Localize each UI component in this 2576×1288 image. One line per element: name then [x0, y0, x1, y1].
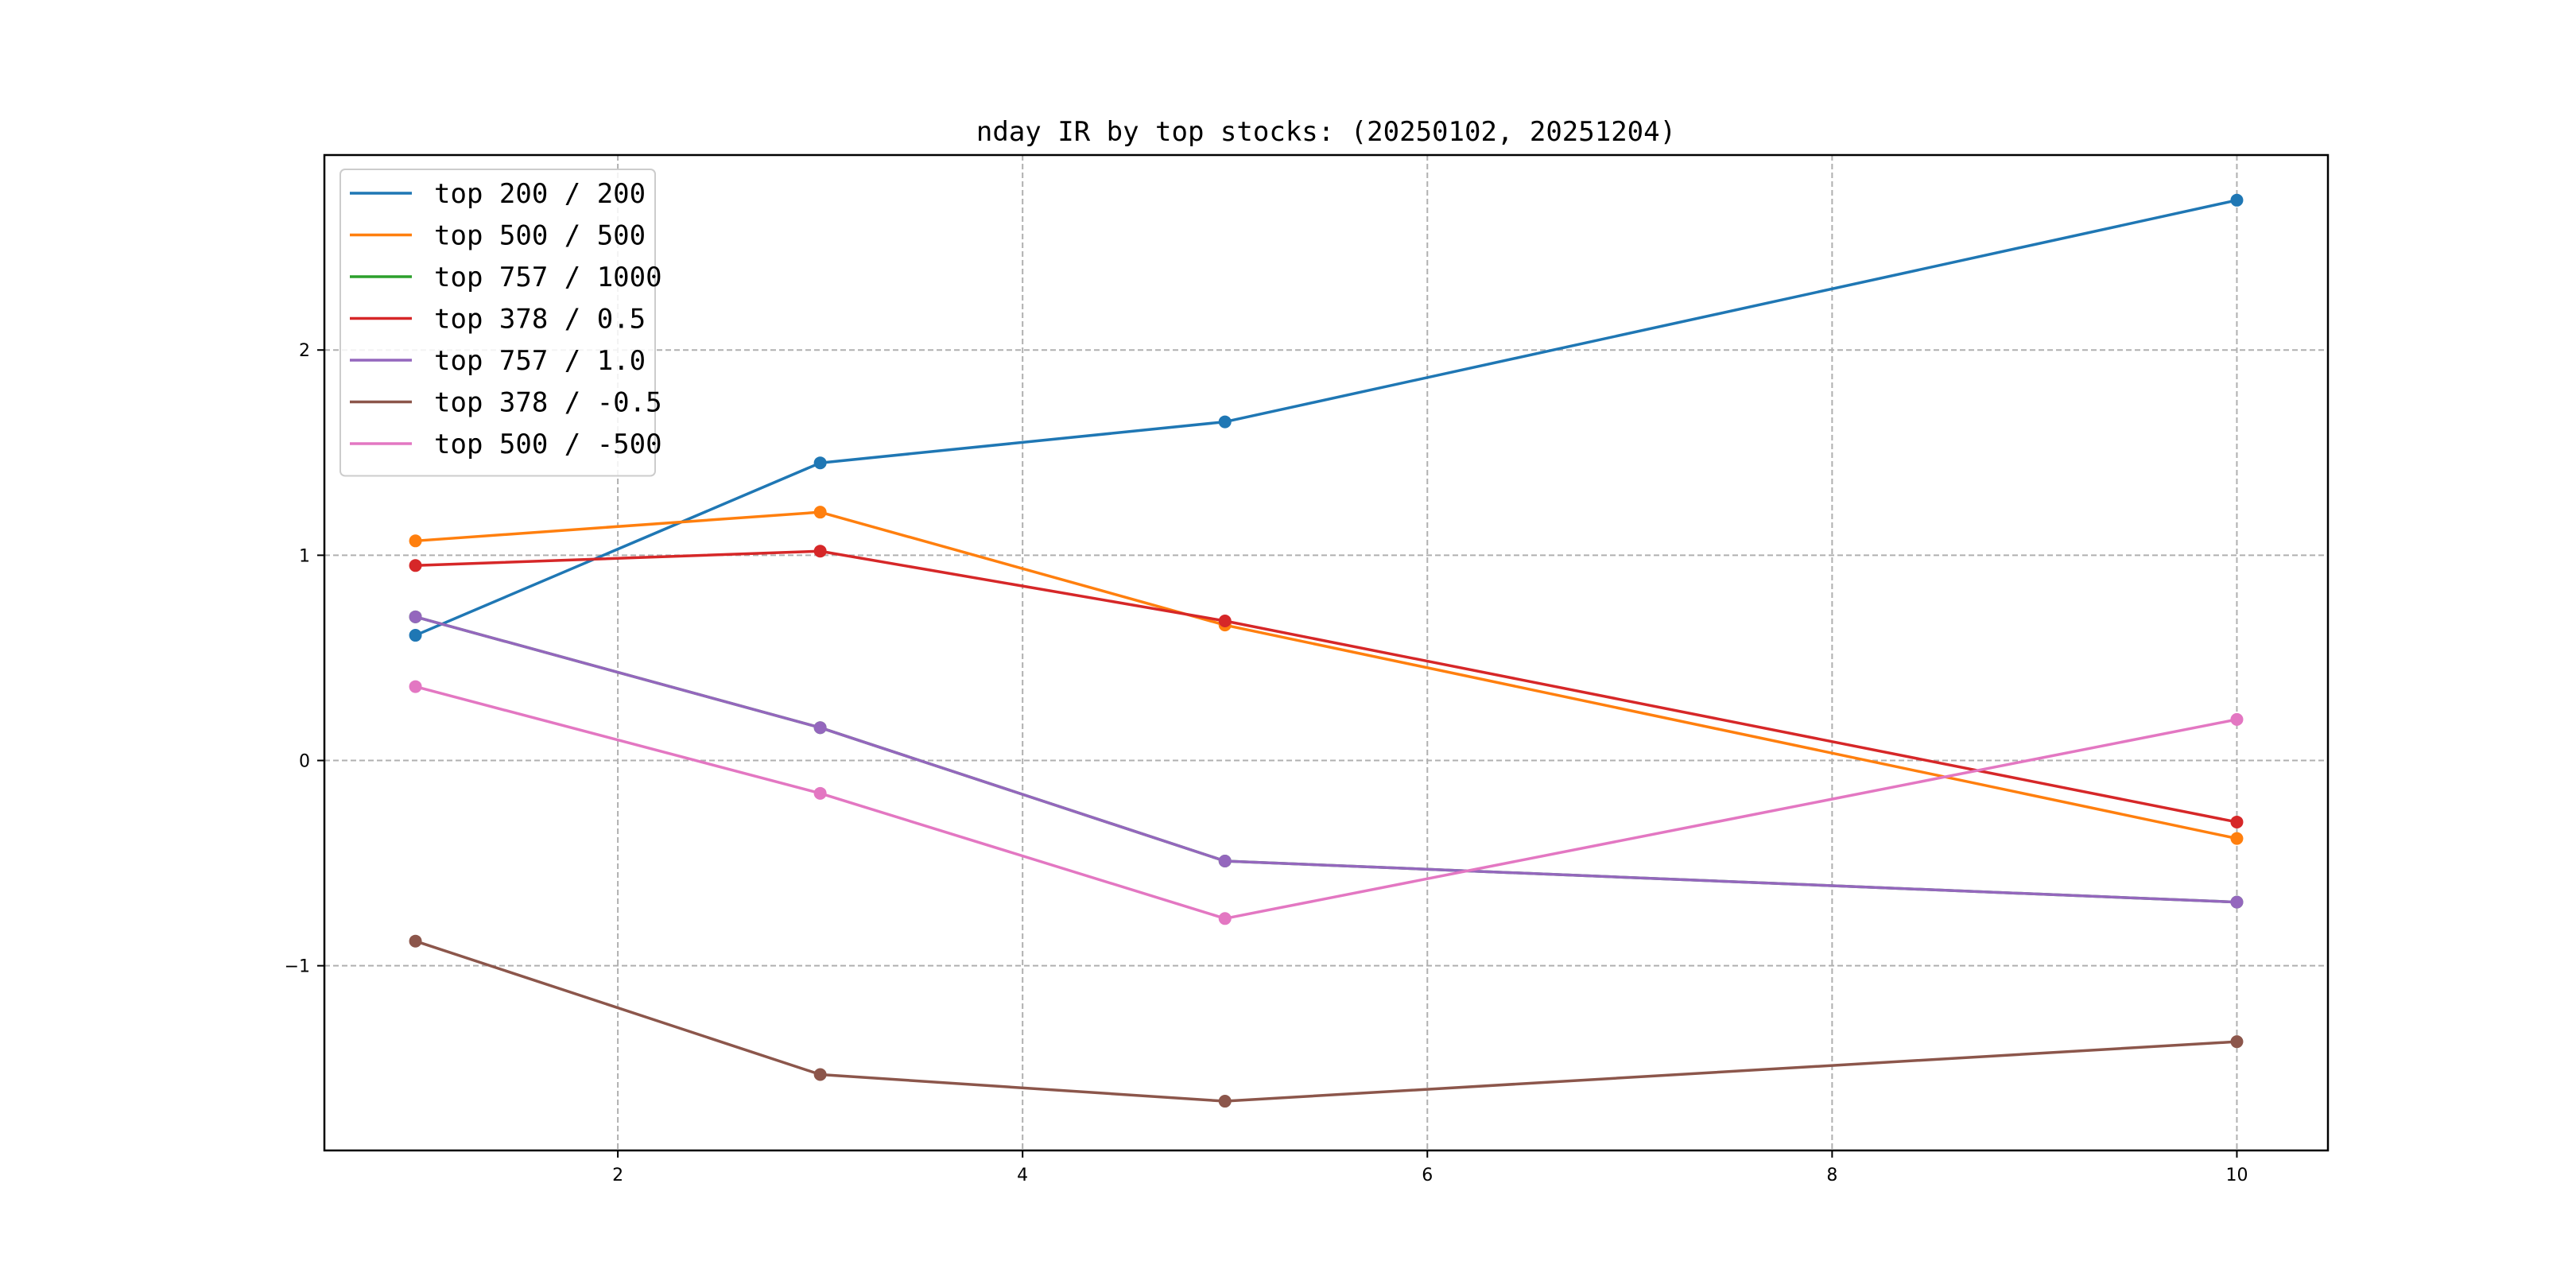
- data-point: [813, 506, 827, 519]
- data-point: [2230, 1035, 2244, 1049]
- data-point: [409, 934, 422, 948]
- y-tick-label: −1: [285, 957, 310, 977]
- legend-frame: [339, 169, 656, 477]
- data-point: [2230, 193, 2244, 207]
- y-tick-label: 1: [299, 546, 310, 566]
- data-point: [2230, 895, 2244, 909]
- data-point: [1218, 1095, 1232, 1108]
- series-6: [409, 934, 2244, 1108]
- data-point: [409, 559, 422, 572]
- legend-label: top 378 / -0.5: [434, 387, 662, 419]
- series-layer: [409, 193, 2244, 1108]
- chart-title: nday IR by top stocks: (20250102, 202512…: [976, 116, 1676, 148]
- x-tick-label: 10: [2225, 1166, 2248, 1185]
- x-tick-label: 2: [612, 1166, 623, 1185]
- legend-item: top 500 / -500: [350, 429, 662, 460]
- data-point: [1218, 415, 1232, 429]
- data-point: [813, 456, 827, 470]
- legend-label: top 757 / 1.0: [434, 345, 646, 377]
- series-3: [409, 610, 2244, 909]
- legend-item: top 378 / -0.5: [350, 387, 662, 419]
- legend-label: top 500 / -500: [434, 429, 662, 460]
- data-point: [409, 680, 422, 693]
- series-line: [414, 940, 2237, 1103]
- series-line: [415, 615, 2237, 904]
- data-point: [1218, 614, 1232, 627]
- legend-item: top 757 / 1000: [350, 262, 662, 293]
- data-point: [813, 786, 827, 800]
- series-7: [409, 680, 2244, 925]
- x-tick-label: 6: [1422, 1166, 1433, 1185]
- data-point: [2230, 712, 2244, 726]
- data-point: [2230, 832, 2244, 845]
- legend: top 200 / 200 top 500 / 500 top 757 / 1000…: [339, 169, 662, 477]
- legend-label: top 500 / 500: [434, 220, 646, 252]
- data-point: [409, 534, 422, 548]
- series-line: [415, 549, 2237, 824]
- data-point: [2230, 815, 2244, 828]
- legend-item: top 378 / 0.5: [350, 304, 646, 336]
- grid-layer: [324, 155, 2328, 1150]
- series-1: [409, 193, 2244, 642]
- ticks-layer: 2 4 6 8 10 −1 0 1 2: [285, 341, 2248, 1185]
- y-tick-label: 0: [299, 752, 310, 772]
- data-point: [813, 1068, 827, 1081]
- series-line: [415, 685, 2237, 921]
- series-line: [415, 510, 2237, 840]
- plot-frame: [323, 153, 2330, 1152]
- legend-item: top 200 / 200: [350, 178, 646, 210]
- y-tick-label: 2: [299, 341, 310, 361]
- legend-item: top 500 / 500: [350, 220, 646, 252]
- legend-item: top 757 / 1.0: [350, 345, 646, 377]
- series-5: [409, 610, 2244, 909]
- legend-label: top 200 / 200: [434, 178, 646, 210]
- data-point: [409, 629, 422, 642]
- x-tick-label: 4: [1017, 1166, 1028, 1185]
- data-point: [813, 545, 827, 558]
- x-tick-label: 8: [1826, 1166, 1837, 1185]
- series-4: [409, 545, 2244, 828]
- series-line: [414, 199, 2237, 637]
- data-point: [1218, 855, 1232, 868]
- legend-label: top 757 / 1000: [434, 262, 662, 293]
- data-point: [813, 721, 827, 735]
- series-2: [409, 506, 2244, 845]
- data-point: [1218, 912, 1232, 925]
- legend-label: top 378 / 0.5: [434, 304, 646, 336]
- data-point: [409, 610, 422, 623]
